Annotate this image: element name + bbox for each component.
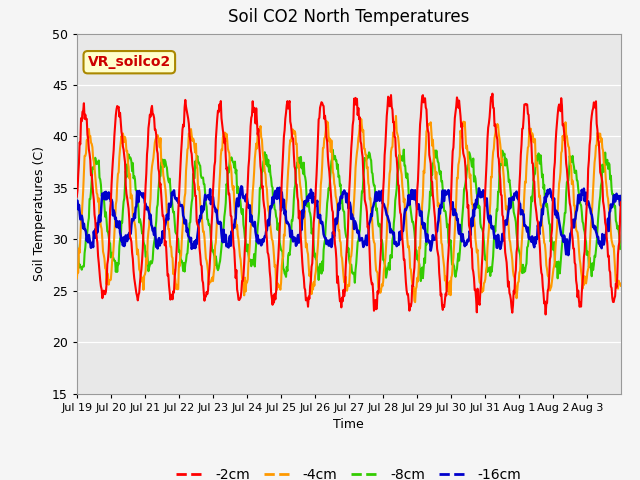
- Y-axis label: Soil Temperatures (C): Soil Temperatures (C): [33, 146, 46, 281]
- Title: Soil CO2 North Temperatures: Soil CO2 North Temperatures: [228, 9, 470, 26]
- Legend: -2cm, -4cm, -8cm, -16cm: -2cm, -4cm, -8cm, -16cm: [171, 462, 527, 480]
- Text: VR_soilco2: VR_soilco2: [88, 55, 171, 69]
- X-axis label: Time: Time: [333, 418, 364, 431]
